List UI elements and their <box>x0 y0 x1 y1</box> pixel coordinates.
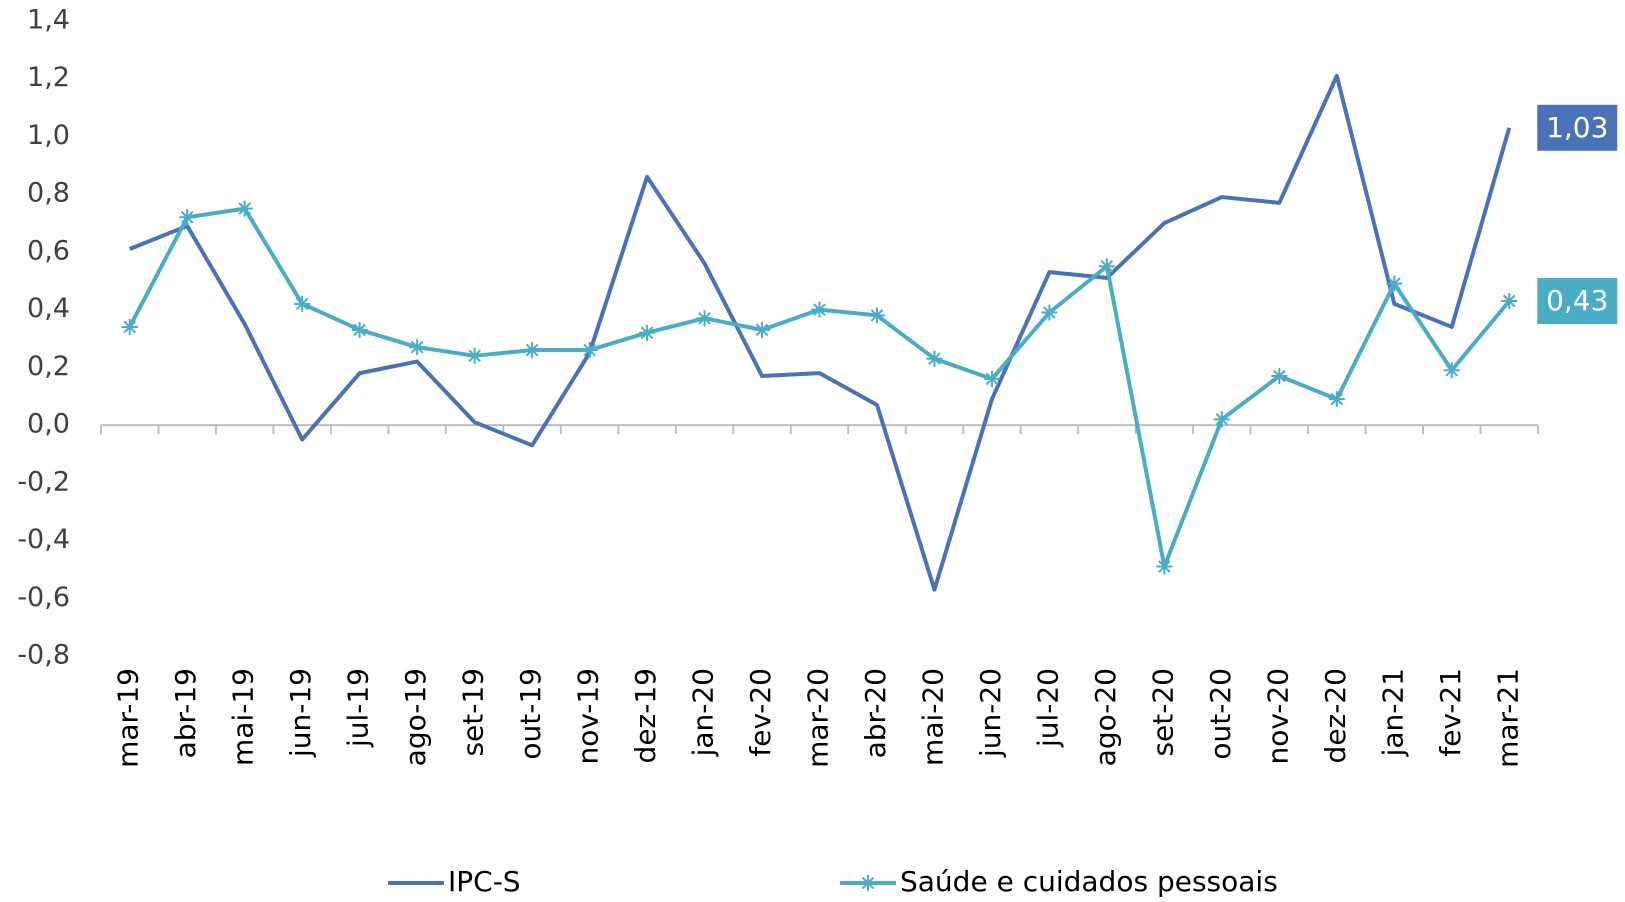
legend-label: IPC-S <box>448 865 521 898</box>
marker <box>1156 558 1173 575</box>
y-tick-label: 0,6 <box>27 235 70 266</box>
y-tick-label: -0,2 <box>17 466 70 497</box>
x-tick-label: jan-21 <box>1376 668 1409 757</box>
x-tick-label: mai-20 <box>916 668 949 766</box>
marker <box>1098 258 1115 275</box>
x-tick-label: set-19 <box>457 668 490 757</box>
x-tick-label: dez-20 <box>1319 668 1352 763</box>
y-tick-label: 0,4 <box>27 293 70 324</box>
x-tick-label: nov-20 <box>1261 668 1294 764</box>
marker <box>811 301 828 318</box>
y-tick-label: 0,0 <box>27 409 70 440</box>
data-label-box <box>1537 277 1618 324</box>
x-tick-label: mai-19 <box>227 668 260 766</box>
marker <box>121 318 138 335</box>
y-tick-label: 1,2 <box>27 62 70 93</box>
x-tick-label: mar-20 <box>802 668 835 768</box>
marker <box>754 321 771 338</box>
data-label-box <box>1537 104 1618 151</box>
marker <box>1271 368 1288 385</box>
marker <box>179 209 196 226</box>
x-tick-label: abr-20 <box>859 668 892 758</box>
marker <box>351 321 368 338</box>
y-tick-label: -0,6 <box>17 582 70 613</box>
series-line <box>127 206 1511 569</box>
marker <box>1501 292 1518 309</box>
data-label: 0,43 <box>1546 284 1608 317</box>
y-tick-label: 1,0 <box>27 120 70 151</box>
marker <box>868 307 885 324</box>
marker <box>696 310 713 327</box>
x-tick-label: jul-20 <box>1031 668 1064 748</box>
marker <box>983 370 1000 387</box>
marker <box>1213 411 1230 428</box>
marker <box>236 200 253 217</box>
series-line <box>128 73 1512 592</box>
marker <box>466 347 483 364</box>
x-tick-label: jun-20 <box>974 668 1007 758</box>
x-tick-label: abr-19 <box>169 668 202 758</box>
y-tick-label: 0,8 <box>27 178 70 209</box>
marker <box>1328 391 1345 408</box>
legend-label: Saúde e cuidados pessoais <box>900 865 1278 898</box>
x-tick-label: nov-19 <box>572 668 605 764</box>
marker <box>294 295 311 312</box>
x-tick-label: mar-21 <box>1491 668 1524 768</box>
marker <box>1041 304 1058 321</box>
x-tick-label: fev-21 <box>1434 668 1467 757</box>
marker <box>524 342 541 359</box>
x-tick-label: ago-19 <box>399 668 432 766</box>
x-tick-label: jan-20 <box>687 668 720 757</box>
x-tick-label: jul-19 <box>342 668 375 748</box>
x-axis-ticks <box>100 425 1539 435</box>
x-tick-label: fev-20 <box>744 668 777 757</box>
y-tick-label: 0,2 <box>27 351 70 382</box>
marker <box>1443 362 1460 379</box>
x-tick-label: out-19 <box>514 668 547 760</box>
y-tick-label: -0,4 <box>17 524 70 555</box>
marker <box>860 875 876 891</box>
data-label: 1,03 <box>1546 111 1608 144</box>
marker <box>409 339 426 356</box>
x-tick-label: set-20 <box>1146 668 1179 757</box>
x-tick-label: jun-19 <box>284 668 317 758</box>
x-tick-label: mar-19 <box>112 668 145 768</box>
x-tick-label: ago-20 <box>1089 668 1122 766</box>
marker <box>581 342 598 359</box>
marker <box>926 350 943 367</box>
marker <box>639 324 656 341</box>
marker <box>1386 275 1403 292</box>
x-tick-label: dez-19 <box>629 668 662 763</box>
y-tick-label: 1,4 <box>27 5 70 36</box>
y-tick-label: -0,8 <box>17 640 70 671</box>
x-tick-label: out-20 <box>1204 668 1237 760</box>
